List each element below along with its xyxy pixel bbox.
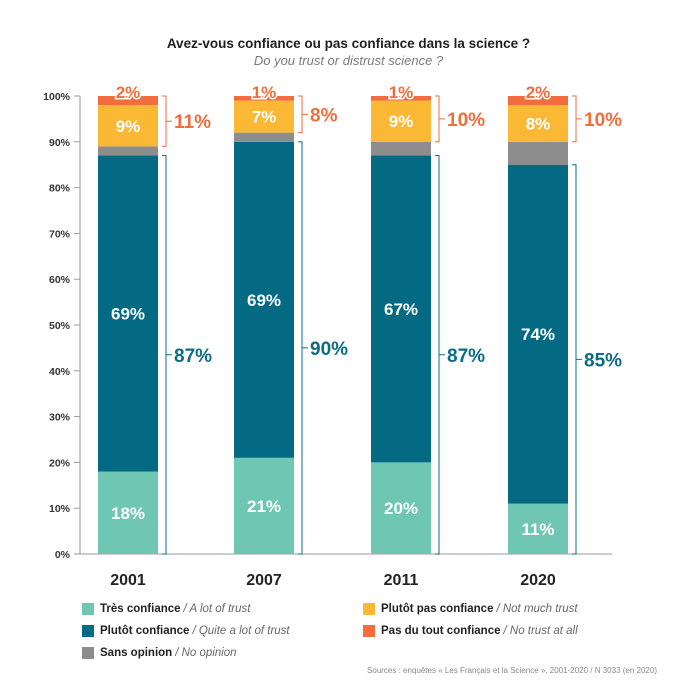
legend-item-plutot: Plutôt confiance / Quite a lot of trust (82, 625, 290, 637)
legend-item-tres: Très confiance / A lot of trust (82, 603, 250, 615)
legend-swatch (82, 625, 94, 637)
trust-total-label: 90% (310, 339, 348, 360)
bar-segment (508, 105, 568, 142)
data-label: 69% (111, 305, 145, 324)
legend-label: Plutôt pas confiance (381, 603, 494, 615)
bar-segment (98, 155, 158, 472)
legend-label-english: / Not much trust (496, 603, 578, 615)
source-note: Sources : enquêtes « Les Français et la … (367, 666, 657, 675)
x-category-label: 2011 (384, 572, 419, 589)
x-category-label: 2020 (520, 572, 556, 589)
legend-label-english: / No trust at all (503, 625, 578, 637)
trust-bracket (572, 164, 582, 555)
legend-label: Sans opinion (100, 647, 173, 659)
data-label: 20% (384, 499, 418, 518)
stacked-bar-chart: 0% 10% 20% 30% 40% 50% 60% 70% 80% 90% 100% 18% 69% 9… (43, 82, 622, 590)
data-label: 11% (521, 520, 554, 539)
y-tick-label: 40% (49, 366, 71, 378)
x-category-label: 2007 (246, 572, 282, 589)
y-tick-label: 90% (49, 137, 71, 149)
bar-segment (98, 96, 158, 106)
bar-segment (234, 141, 294, 458)
bar-segment (508, 164, 568, 504)
data-label: 74% (521, 325, 555, 344)
y-tick-label: 10% (49, 503, 71, 515)
bar-segment (234, 132, 294, 142)
legend-label-english: / No opinion (175, 647, 237, 659)
y-tick-label: 50% (49, 320, 71, 332)
trust-bracket (298, 141, 308, 555)
bar-segment (371, 155, 431, 463)
bar-segment (234, 457, 294, 554)
bar-segment (508, 503, 568, 554)
legend-label-english: / A lot of trust (183, 603, 251, 615)
distrust-bracket (572, 95, 582, 143)
trust-total-label: 87% (447, 346, 485, 367)
distrust-total-label: 10% (584, 110, 622, 131)
trust-bracket (162, 155, 172, 555)
data-label: 21% (247, 497, 281, 516)
distrust-bracket (435, 95, 445, 143)
legend-swatch (82, 603, 94, 615)
legend-label-english: / Quite a lot of trust (192, 625, 290, 637)
data-label: 9% (116, 117, 141, 136)
y-tick-label: 60% (49, 274, 71, 286)
legend-label: Plutôt confiance (100, 625, 190, 637)
bar-segment (508, 141, 568, 165)
trust-bracket (435, 155, 445, 555)
data-label: 2% (116, 83, 141, 102)
y-tick-label: 30% (49, 412, 71, 424)
y-tick-label: 70% (49, 228, 71, 240)
data-label: 9% (389, 112, 414, 131)
bar-segment (508, 96, 568, 106)
data-label: 1% (252, 83, 277, 102)
distrust-bracket (298, 95, 308, 134)
y-tick-label: 20% (49, 457, 71, 469)
y-tick-label: 80% (49, 183, 71, 195)
distrust-total-label: 10% (447, 110, 485, 131)
bar-segment (371, 100, 431, 142)
bar-segment (371, 141, 431, 156)
legend-swatch (363, 603, 375, 615)
x-category-label: 2001 (110, 572, 146, 589)
legend-swatch (363, 625, 375, 637)
bar-segment (98, 146, 158, 156)
bar-segment (98, 105, 158, 147)
data-label: 1% (389, 83, 414, 102)
legend-label: Pas du tout confiance (381, 625, 501, 637)
y-tick-label: 100% (43, 91, 71, 103)
data-label: 69% (247, 291, 281, 310)
legend-label: Très confiance (100, 603, 181, 615)
distrust-total-label: 8% (310, 105, 338, 126)
data-label: 7% (252, 108, 277, 127)
distrust-total-label: 11% (174, 112, 211, 133)
bar-segment (234, 100, 294, 133)
bar-segment (98, 471, 158, 554)
data-label: 67% (384, 300, 418, 319)
bar-segment (371, 462, 431, 554)
chart-subtitle: Do you trust or distrust science ? (253, 53, 444, 68)
legend-item-plutot-pas: Plutôt pas confiance / Not much trust (363, 603, 578, 615)
data-label: 2% (526, 83, 551, 102)
distrust-bracket (162, 95, 172, 147)
legend-item-pas-du-tout: Pas du tout confiance / No trust at all (363, 625, 578, 637)
trust-total-label: 87% (174, 346, 212, 367)
trust-total-label: 85% (584, 350, 622, 371)
legend-swatch (82, 647, 94, 659)
data-label: 18% (111, 504, 145, 523)
chart-title: Avez-vous confiance ou pas confiance dan… (166, 36, 531, 51)
data-label: 8% (526, 114, 551, 133)
bar-segment (234, 96, 294, 101)
y-tick-label: 0% (55, 549, 71, 561)
legend-item-sans: Sans opinion / No opinion (82, 647, 237, 659)
bar-segment (371, 96, 431, 101)
